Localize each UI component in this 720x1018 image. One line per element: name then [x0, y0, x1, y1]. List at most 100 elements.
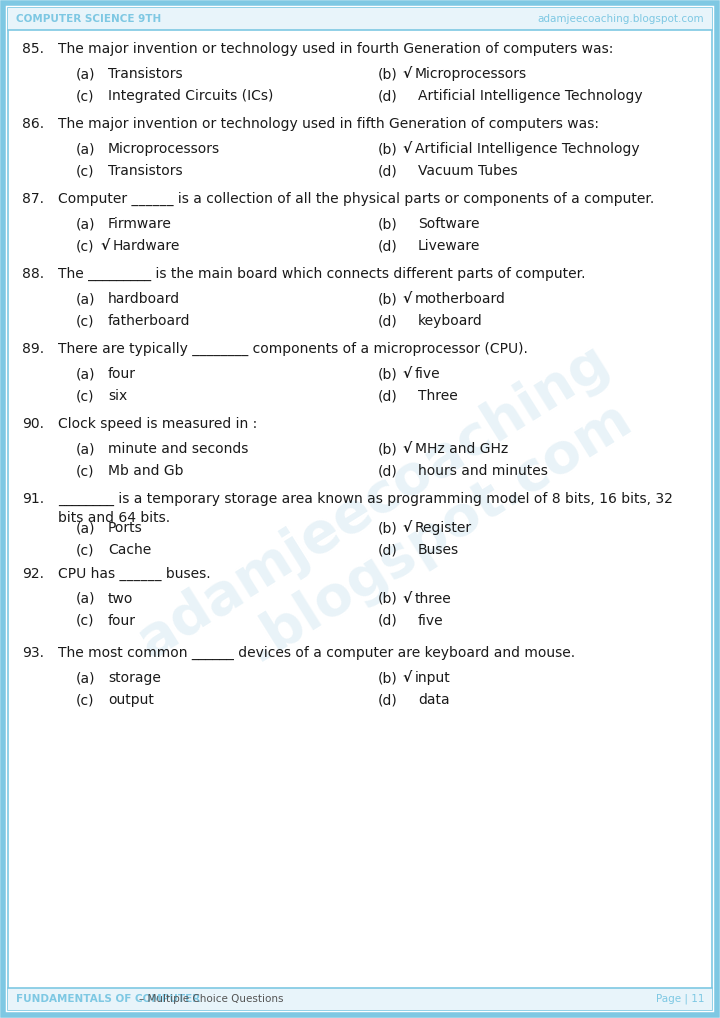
Text: (d): (d): [378, 464, 397, 478]
Text: (d): (d): [378, 614, 397, 628]
Text: (a): (a): [76, 142, 96, 156]
Text: (d): (d): [378, 164, 397, 178]
Text: (d): (d): [378, 239, 397, 253]
Text: 86.: 86.: [22, 117, 44, 131]
Bar: [8, 8, 712, 30]
Text: FUNDAMENTALS OF COMPUTER: FUNDAMENTALS OF COMPUTER: [16, 994, 200, 1004]
Text: Software: Software: [418, 217, 480, 231]
Text: Firmware: Firmware: [108, 217, 172, 231]
Text: Mb and Gb: Mb and Gb: [108, 464, 184, 478]
Text: six: six: [108, 389, 127, 403]
Text: hardboard: hardboard: [108, 292, 180, 306]
Text: ________ is a temporary storage area known as programming model of 8 bits, 16 bi: ________ is a temporary storage area kno…: [58, 492, 673, 506]
Text: five: five: [415, 367, 441, 381]
Text: There are typically ________ components of a microprocessor (CPU).: There are typically ________ components …: [58, 342, 528, 356]
Text: 88.: 88.: [22, 267, 44, 281]
Text: three: three: [415, 592, 451, 606]
Text: four: four: [108, 367, 136, 381]
Text: Register: Register: [415, 521, 472, 535]
Text: input: input: [415, 671, 451, 685]
Text: Hardware: Hardware: [113, 239, 181, 253]
Text: (a): (a): [76, 442, 96, 456]
Text: (c): (c): [76, 693, 94, 706]
Text: Microprocessors: Microprocessors: [415, 67, 527, 81]
Text: √: √: [402, 292, 411, 306]
Text: √: √: [402, 67, 411, 81]
Text: The major invention or technology used in fifth Generation of computers was:: The major invention or technology used i…: [58, 117, 599, 131]
Text: 90.: 90.: [22, 417, 44, 431]
Text: 85.: 85.: [22, 42, 44, 56]
Text: (b): (b): [378, 442, 397, 456]
Text: The major invention or technology used in fourth Generation of computers was:: The major invention or technology used i…: [58, 42, 613, 56]
Text: five: five: [418, 614, 444, 628]
Text: Transistors: Transistors: [108, 164, 183, 178]
Text: (d): (d): [378, 693, 397, 706]
Text: (c): (c): [76, 239, 94, 253]
Text: four: four: [108, 614, 136, 628]
Text: (b): (b): [378, 217, 397, 231]
Text: (b): (b): [378, 592, 397, 606]
Text: Transistors: Transistors: [108, 67, 183, 81]
Text: minute and seconds: minute and seconds: [108, 442, 248, 456]
Text: (d): (d): [378, 314, 397, 328]
Text: Ports: Ports: [108, 521, 143, 535]
Text: (b): (b): [378, 521, 397, 535]
Text: Vacuum Tubes: Vacuum Tubes: [418, 164, 518, 178]
Text: CPU has ______ buses.: CPU has ______ buses.: [58, 567, 211, 581]
Text: (d): (d): [378, 543, 397, 557]
Text: 91.: 91.: [22, 492, 44, 506]
Text: (a): (a): [76, 671, 96, 685]
Text: √: √: [100, 239, 109, 253]
Text: Microprocessors: Microprocessors: [108, 142, 220, 156]
Text: hours and minutes: hours and minutes: [418, 464, 548, 478]
Text: (a): (a): [76, 367, 96, 381]
Text: bits and 64 bits.: bits and 64 bits.: [58, 511, 170, 525]
Text: motherboard: motherboard: [415, 292, 506, 306]
Text: Liveware: Liveware: [418, 239, 480, 253]
Text: 87.: 87.: [22, 192, 44, 206]
Text: (a): (a): [76, 521, 96, 535]
Text: √: √: [402, 671, 411, 685]
Text: √: √: [402, 142, 411, 156]
Text: 93.: 93.: [22, 646, 44, 660]
Text: (b): (b): [378, 292, 397, 306]
Text: (d): (d): [378, 389, 397, 403]
Text: (a): (a): [76, 217, 96, 231]
Text: Buses: Buses: [418, 543, 459, 557]
Text: 92.: 92.: [22, 567, 44, 581]
Text: (b): (b): [378, 67, 397, 81]
Text: √: √: [402, 367, 411, 381]
Text: – Multiple Choice Questions: – Multiple Choice Questions: [139, 994, 284, 1004]
Text: The _________ is the main board which connects different parts of computer.: The _________ is the main board which co…: [58, 267, 585, 281]
Text: (c): (c): [76, 464, 94, 478]
Text: (b): (b): [378, 671, 397, 685]
Text: Cache: Cache: [108, 543, 151, 557]
Text: two: two: [108, 592, 133, 606]
Text: keyboard: keyboard: [418, 314, 482, 328]
Text: adamjeecoaching
    .blogspot.com: adamjeecoaching .blogspot.com: [127, 334, 652, 722]
Text: MHz and GHz: MHz and GHz: [415, 442, 508, 456]
Text: (c): (c): [76, 614, 94, 628]
Text: Artificial Intelligence Technology: Artificial Intelligence Technology: [418, 89, 643, 103]
Text: (c): (c): [76, 389, 94, 403]
Text: Artificial Intelligence Technology: Artificial Intelligence Technology: [415, 142, 639, 156]
Text: (d): (d): [378, 89, 397, 103]
Text: √: √: [402, 521, 411, 535]
Text: Integrated Circuits (ICs): Integrated Circuits (ICs): [108, 89, 274, 103]
Text: √: √: [402, 592, 411, 606]
Text: data: data: [418, 693, 449, 706]
Text: √: √: [402, 442, 411, 456]
Text: Clock speed is measured in :: Clock speed is measured in :: [58, 417, 257, 431]
Text: (c): (c): [76, 314, 94, 328]
Text: (c): (c): [76, 164, 94, 178]
Text: (a): (a): [76, 292, 96, 306]
Text: (b): (b): [378, 142, 397, 156]
Bar: [8, 988, 712, 1010]
Text: 89.: 89.: [22, 342, 44, 356]
Text: Page | 11: Page | 11: [655, 994, 704, 1004]
Text: (c): (c): [76, 543, 94, 557]
Text: Three: Three: [418, 389, 458, 403]
Text: Computer ______ is a collection of all the physical parts or components of a com: Computer ______ is a collection of all t…: [58, 192, 654, 206]
Text: COMPUTER SCIENCE 9TH: COMPUTER SCIENCE 9TH: [16, 14, 161, 24]
Text: (a): (a): [76, 592, 96, 606]
